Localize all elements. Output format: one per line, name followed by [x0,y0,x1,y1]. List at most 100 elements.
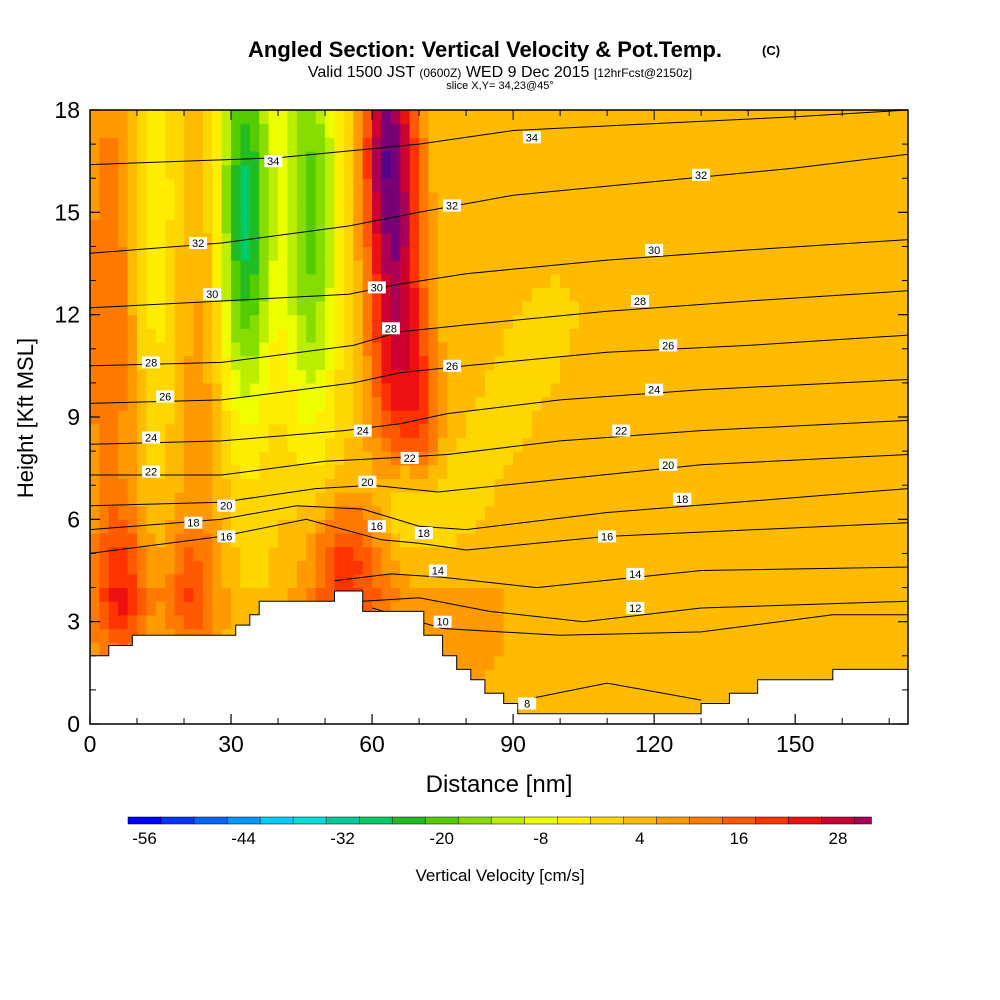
velocity-cell [513,655,524,671]
velocity-cell [400,123,411,138]
velocity-cell [513,614,524,630]
velocity-cell [475,314,486,329]
velocity-cell [550,573,561,589]
velocity-cell [146,410,157,425]
velocity-cell [268,546,279,561]
velocity-cell [531,669,542,684]
velocity-cell [625,178,636,193]
velocity-cell [108,451,119,466]
velocity-cell [212,137,223,152]
velocity-cell [193,601,204,616]
velocity-cell [456,164,467,179]
velocity-cell [503,110,514,125]
velocity-cell [597,150,608,166]
velocity-cell [202,273,213,288]
velocity-cell [785,178,796,193]
velocity-cell [682,519,693,534]
velocity-cell [240,328,251,343]
velocity-cell [860,246,871,261]
velocity-cell [672,232,683,248]
velocity-cell [813,396,824,411]
colorbar-swatch [656,816,691,825]
velocity-cell [748,505,759,520]
velocity-cell [719,573,730,589]
velocity-cell [578,669,589,684]
velocity-cell [334,546,345,561]
velocity-cell [813,464,824,479]
velocity-cell [137,396,148,411]
velocity-cell [306,341,317,357]
velocity-cell [578,287,589,302]
velocity-cell [898,110,908,125]
velocity-cell [691,546,702,561]
velocity-cell [842,355,853,370]
velocity-cell [287,110,298,125]
velocity-cell [108,423,119,439]
velocity-cell [710,232,721,248]
velocity-cell [776,369,787,384]
velocity-cell [795,301,806,316]
velocity-cell [625,314,636,329]
velocity-cell [390,573,401,589]
velocity-cell [616,205,627,220]
velocity-cell [813,382,824,398]
velocity-cell [663,164,674,179]
velocity-cell [522,505,533,520]
velocity-cell [550,164,561,179]
velocity-cell [155,532,166,548]
velocity-cell [127,355,138,370]
velocity-cell [560,314,571,329]
velocity-cell [306,505,317,520]
velocity-cell [578,301,589,316]
velocity-cell [541,110,552,125]
velocity-cell [738,437,749,452]
velocity-cell [785,546,796,561]
velocity-cell [851,532,862,548]
velocity-cell [249,546,260,561]
velocity-cell [682,614,693,630]
velocity-cell [466,655,477,671]
velocity-cell [155,341,166,357]
velocity-cell [494,669,505,684]
velocity-cell [738,642,749,657]
isentrope-label: 32 [443,199,461,213]
velocity-cell [296,492,307,507]
velocity-cell [390,505,401,520]
velocity-cell [108,546,119,561]
velocity-cell [635,696,646,711]
velocity-cell [560,492,571,507]
velocity-cell [541,642,552,657]
velocity-cell [447,287,458,302]
velocity-cell [644,178,655,193]
velocity-cell [701,423,712,439]
velocity-cell [240,191,251,207]
velocity-cell [334,355,345,370]
velocity-cell [879,369,890,384]
velocity-cell [607,287,618,302]
velocity-cell [607,164,618,179]
velocity-cell [569,614,580,630]
velocity-cell [306,560,317,575]
velocity-cell [381,573,392,589]
velocity-cell [550,696,561,711]
colorbar-swatch [193,816,228,825]
velocity-cell [860,341,871,357]
velocity-cell [710,164,721,179]
isentrope-label: 18 [414,527,433,540]
velocity-cell [813,587,824,602]
velocity-cell [231,396,242,411]
velocity-cell [550,519,561,534]
velocity-cell [541,301,552,316]
velocity-cell [202,314,213,329]
velocity-cell [155,369,166,384]
velocity-cell [381,273,392,288]
colorbar-swatch [524,816,559,825]
velocity-cell [503,287,514,302]
velocity-cell [654,369,665,384]
velocity-cell [766,519,777,534]
velocity-cell [804,137,815,152]
velocity-cell [456,642,467,657]
velocity-cell [278,287,289,302]
velocity-cell [372,137,383,152]
velocity-cell [137,437,148,452]
